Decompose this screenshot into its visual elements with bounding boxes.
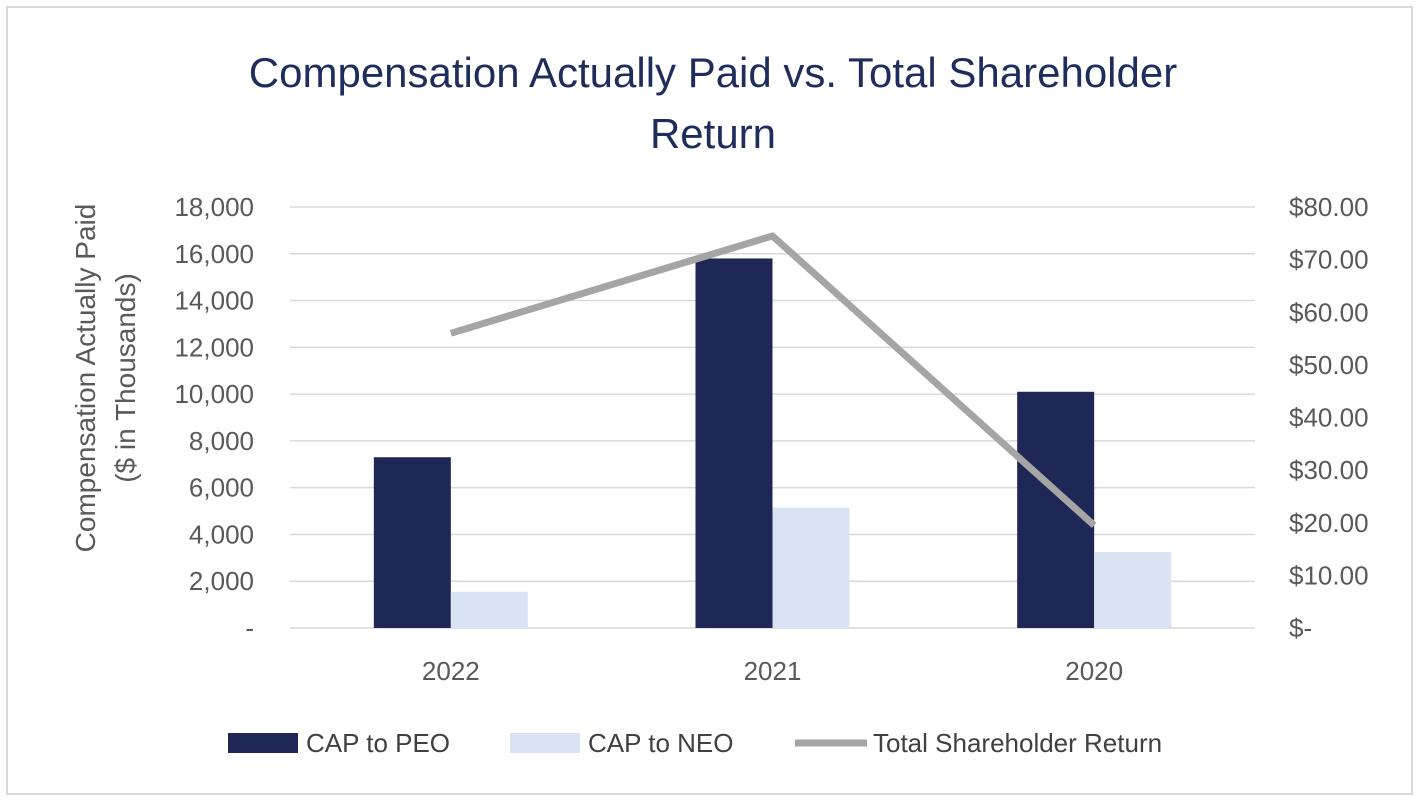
- y2-tick-label: $60.00: [1289, 297, 1369, 327]
- bar-cap-to-peo-2020: [1017, 391, 1095, 628]
- y2-tick-label: $70.00: [1289, 245, 1369, 275]
- y-tick-label: 14,000: [174, 286, 254, 316]
- y2-tick-label: $80.00: [1289, 192, 1369, 222]
- lines: [449, 232, 1097, 528]
- line-total-shareholder-return: [449, 232, 1097, 528]
- chart-title-line2: Return: [650, 110, 776, 157]
- y-axis-label-line2: ($ in Thousands): [110, 273, 141, 483]
- y-axis-ticks: - 2,000 4,000 6,000 8,000 10,000 12,000 14,000 1…: [174, 192, 254, 643]
- y2-tick-label: $20.00: [1289, 508, 1369, 538]
- y-tick-label: 18,000: [174, 192, 254, 222]
- legend-swatch-peo: [228, 733, 298, 753]
- y2-tick-label: $-: [1289, 613, 1312, 643]
- bar-cap-to-neo-2020: [1094, 551, 1172, 628]
- y-tick-label: 10,000: [174, 379, 254, 409]
- x-tick-label: 2020: [1065, 656, 1123, 686]
- x-tick-label: 2021: [744, 656, 802, 686]
- chart-title-line1: Compensation Actually Paid vs. Total Sha…: [249, 49, 1177, 96]
- bars: [373, 258, 1172, 628]
- bar-cap-to-neo-2021: [772, 507, 850, 628]
- x-axis-ticks: 2022 2021 2020: [422, 656, 1123, 686]
- legend-label-neo: CAP to NEO: [588, 728, 733, 758]
- y-tick-label: 8,000: [189, 426, 254, 456]
- y-tick-label: 2,000: [189, 566, 254, 596]
- y2-axis-ticks: $- $10.00 $20.00 $30.00 $40.00 $50.00 $60.00 $7…: [1289, 192, 1369, 643]
- legend-label-tsr: Total Shareholder Return: [873, 728, 1162, 758]
- y-tick-label: 12,000: [174, 332, 254, 362]
- y2-tick-label: $50.00: [1289, 350, 1369, 380]
- legend-swatch-neo: [510, 733, 580, 753]
- y-tick-label: -: [245, 613, 254, 643]
- y-tick-label: 4,000: [189, 519, 254, 549]
- x-tick-label: 2022: [422, 656, 480, 686]
- y-tick-label: 16,000: [174, 239, 254, 269]
- legend-label-peo: CAP to PEO: [306, 728, 450, 758]
- y-tick-label: 6,000: [189, 473, 254, 503]
- bar-cap-to-peo-2021: [695, 258, 773, 628]
- bar-cap-to-neo-2022: [450, 591, 528, 628]
- y-axis-label-line1: Compensation Actually Paid: [70, 204, 101, 553]
- bar-cap-to-peo-2022: [373, 457, 451, 628]
- y2-tick-label: $10.00: [1289, 560, 1369, 590]
- y2-tick-label: $40.00: [1289, 403, 1369, 433]
- legend: CAP to PEO CAP to NEO Total Shareholder …: [228, 728, 1162, 758]
- y2-tick-label: $30.00: [1289, 455, 1369, 485]
